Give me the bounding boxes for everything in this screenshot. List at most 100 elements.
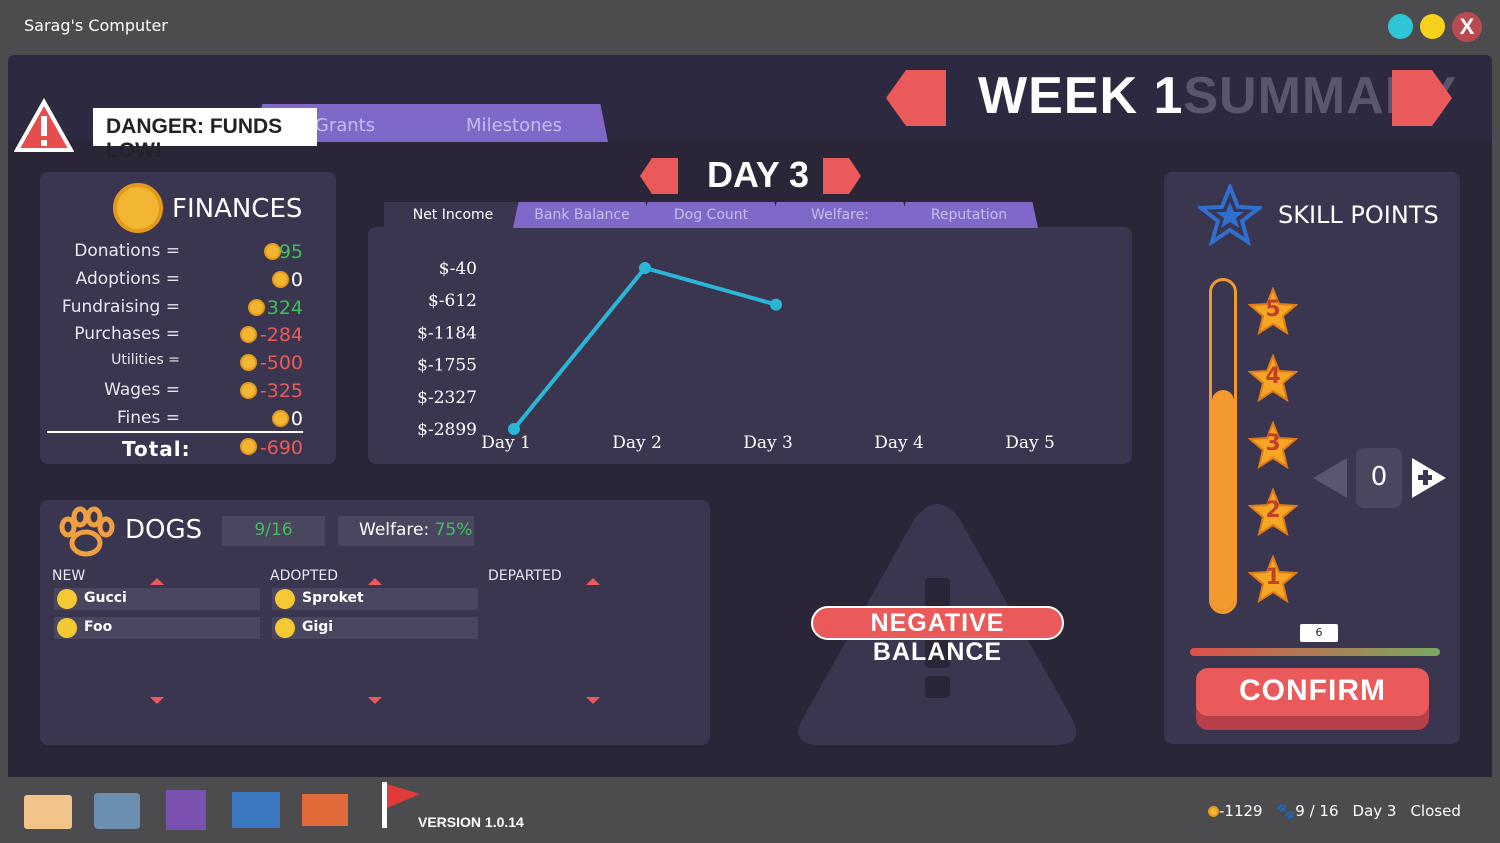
skill-star-label: 4 — [1265, 364, 1281, 389]
folder-icon[interactable] — [24, 795, 72, 829]
app-icon[interactable] — [166, 790, 206, 830]
dog-row: Gigi — [272, 617, 478, 639]
minus-button[interactable] — [1313, 458, 1347, 498]
star-shape — [1247, 487, 1299, 537]
star-shape — [1247, 286, 1299, 336]
slider-value: 6 — [1300, 624, 1338, 642]
app-icon[interactable] — [232, 792, 280, 828]
week-title: WEEK 1SUMMARY — [978, 66, 1457, 126]
dog-face — [275, 589, 295, 609]
dog-face — [275, 618, 295, 638]
flag-icon[interactable] — [380, 780, 422, 830]
scroll-down — [150, 697, 164, 704]
finance-value: -284 — [259, 324, 303, 347]
confirm-button[interactable]: CONFIRM — [1196, 668, 1429, 716]
coin — [240, 382, 257, 399]
prev-arrow[interactable] — [886, 70, 946, 126]
dogs-status: 🐾9 / 16 — [1276, 802, 1339, 820]
day-title: DAY 3 — [707, 154, 810, 195]
finance-value: 0 — [290, 268, 303, 291]
welfare: Welfare: 75% — [338, 516, 474, 546]
dogs-title: DOGS — [125, 515, 203, 545]
finances-title: FINANCES — [172, 194, 303, 224]
chart-tab[interactable]: Dog Count — [642, 202, 780, 228]
tab[interactable]: Milestones — [420, 104, 608, 142]
skill-meter-fill — [1212, 390, 1234, 611]
skill-star[interactable]: 1 — [1247, 554, 1299, 604]
dog-row: Gucci — [54, 588, 260, 610]
star-shape — [1247, 420, 1299, 470]
skill-star-label: 5 — [1265, 297, 1281, 322]
skill-star[interactable]: 3 — [1247, 420, 1299, 470]
total-label: Total: — [122, 437, 191, 461]
negative-balance-banner: NEGATIVE BALANCE — [811, 606, 1064, 666]
window-button[interactable] — [1420, 14, 1445, 39]
dog-row: Foo — [54, 617, 260, 639]
chart-tab[interactable]: Bank Balance — [513, 202, 651, 228]
finance-value: 95 — [278, 241, 303, 263]
paw-icon — [59, 506, 115, 557]
skill-star-label: 2 — [1265, 498, 1281, 523]
welfare-value: 75% — [434, 520, 473, 540]
shop-icon[interactable] — [94, 793, 140, 829]
coin — [272, 409, 289, 427]
total-value: -690 — [259, 437, 303, 459]
coin — [264, 243, 281, 260]
coin — [240, 438, 257, 455]
column-title: ADOPTED — [270, 568, 338, 584]
finance-label: Adoptions = — [75, 268, 180, 289]
star-shape — [1247, 554, 1299, 604]
money-value: -1129 — [1219, 802, 1263, 820]
coin — [240, 354, 257, 372]
shelter-status: Closed — [1410, 802, 1461, 820]
skill-star[interactable]: 5 — [1247, 286, 1299, 336]
finance-label: Donations = — [74, 241, 180, 261]
close-button[interactable]: X — [1452, 12, 1482, 42]
money: -1129 — [1208, 802, 1263, 820]
column-title: NEW — [52, 568, 86, 584]
star-icon — [1198, 184, 1262, 246]
coin — [272, 270, 289, 288]
day-status: Day 3 — [1352, 802, 1397, 820]
skill-star[interactable]: 2 — [1247, 487, 1299, 537]
chart-panel — [368, 227, 1132, 464]
dog-face — [57, 618, 77, 638]
finance-label: Purchases = — [74, 324, 180, 345]
window-button[interactable] — [1388, 14, 1413, 39]
chart-tab[interactable]: Welfare: — [771, 202, 909, 228]
dog-row: Sproket — [272, 588, 478, 610]
finance-label: Fines = — [116, 407, 180, 428]
chart-tab[interactable]: Reputation — [900, 202, 1038, 228]
slider-track[interactable] — [1190, 648, 1440, 656]
star-shape — [1247, 353, 1299, 403]
prev-day[interactable] — [640, 158, 678, 194]
coin — [248, 298, 265, 316]
coin — [240, 326, 257, 344]
finance-value: -500 — [259, 352, 303, 375]
plus-button[interactable] — [1412, 458, 1446, 498]
scroll-down — [368, 697, 382, 704]
skill-star[interactable]: 4 — [1247, 353, 1299, 403]
status-bar: -1129 🐾9 / 16 Day 3 Closed — [1208, 802, 1461, 820]
chart-tab[interactable]: Net Income — [384, 202, 522, 228]
next-arrow[interactable] — [1392, 70, 1452, 126]
column-title: DEPARTED — [488, 568, 562, 584]
app-icon[interactable] — [302, 794, 348, 826]
version: VERSION 1.0.14 — [418, 814, 524, 830]
finance-value: -325 — [259, 380, 303, 402]
coin — [1208, 806, 1219, 817]
skill-points-value: 0 — [1356, 448, 1402, 508]
next-day[interactable] — [823, 158, 861, 194]
scroll-up — [368, 578, 382, 585]
finance-label: Wages = — [104, 380, 180, 400]
scroll-up — [150, 578, 164, 585]
dogs-value: 9 / 16 — [1295, 802, 1339, 820]
scroll-down — [586, 697, 600, 704]
dog-face — [57, 589, 77, 609]
finance-label: Fundraising = — [61, 296, 180, 317]
window-title: Sarag's Computer — [24, 16, 168, 35]
alert-icon — [14, 98, 74, 152]
skill-star-label: 1 — [1265, 565, 1281, 590]
week-label: WEEK 1 — [978, 67, 1184, 125]
